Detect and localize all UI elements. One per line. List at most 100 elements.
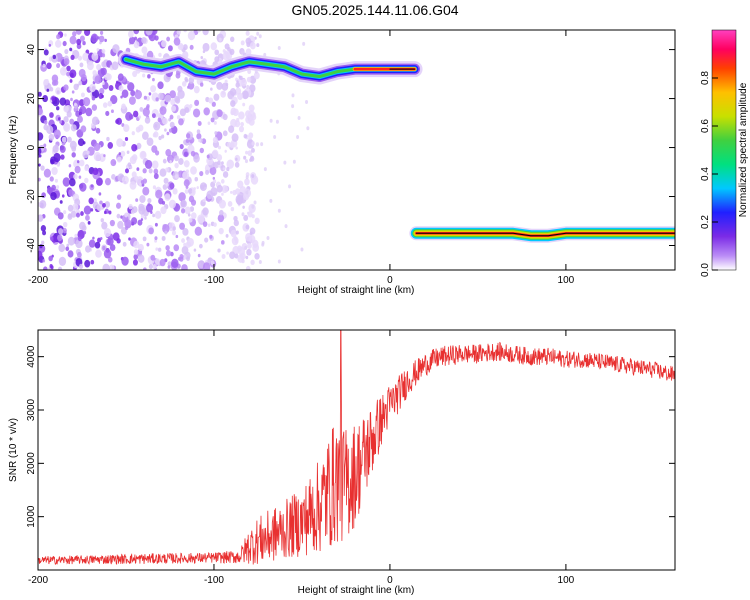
noise-blob <box>137 219 143 226</box>
colorbar-tick-label: 0.8 <box>700 71 711 85</box>
noise-blob <box>121 256 129 266</box>
noise-blob <box>59 97 67 106</box>
noise-blob <box>247 110 256 120</box>
noise-blob <box>152 263 157 270</box>
noise-blob <box>90 33 99 43</box>
noise-blob <box>121 103 126 110</box>
noise-blob <box>131 206 138 214</box>
noise-blob <box>226 159 235 169</box>
noise-blob <box>246 41 251 48</box>
noise-blob <box>240 78 247 87</box>
noise-blob <box>153 173 159 180</box>
noise-blob <box>61 194 65 198</box>
noise-blob <box>247 150 253 157</box>
noise-blob <box>183 160 190 168</box>
noise-blob <box>245 224 250 230</box>
noise-blob <box>133 41 140 49</box>
noise-blob <box>68 189 74 197</box>
noise-blob <box>239 252 246 260</box>
noise-blob <box>227 90 235 100</box>
noise-blob <box>210 42 218 51</box>
noise-blob <box>59 145 66 153</box>
noise-blob <box>199 147 204 154</box>
noise-blob <box>86 61 94 71</box>
noise-blob <box>217 214 225 223</box>
noise-blob <box>69 35 77 45</box>
noise-blob <box>179 222 185 230</box>
noise-blob <box>138 203 145 211</box>
noise-blob <box>50 236 54 241</box>
noise-blob <box>191 189 195 194</box>
noise-blob <box>51 96 56 102</box>
noise-blob <box>153 168 159 175</box>
noise-blob <box>107 100 113 107</box>
noise-blob <box>202 198 206 203</box>
noise-blob <box>186 237 194 247</box>
noise-blob <box>58 117 61 121</box>
noise-blob <box>132 110 139 118</box>
noise-blob <box>79 35 85 42</box>
noise-blob <box>38 202 41 207</box>
noise-blob <box>200 55 204 60</box>
noise-blob <box>66 71 70 77</box>
noise-blob <box>165 245 170 251</box>
noise-blob <box>218 199 226 209</box>
noise-blob <box>273 134 277 139</box>
noise-blob <box>167 261 172 267</box>
noise-blob <box>224 79 228 84</box>
noise-blob <box>99 200 103 205</box>
noise-blob <box>249 227 256 235</box>
noise-blob <box>49 264 53 269</box>
noise-blob <box>200 184 205 190</box>
noise-blob <box>84 165 89 172</box>
noise-blob <box>127 30 134 38</box>
noise-blob <box>48 43 52 47</box>
noise-blob <box>85 107 93 117</box>
noise-blob <box>66 111 72 118</box>
noise-blob <box>216 154 223 162</box>
noise-blob <box>101 221 108 230</box>
noise-blob <box>246 76 252 83</box>
noise-blob <box>57 212 64 220</box>
noise-blob <box>75 110 81 117</box>
noise-blob <box>142 73 146 78</box>
noise-blob <box>173 244 180 252</box>
noise-blob <box>85 245 91 253</box>
noise-blob <box>60 154 65 160</box>
noise-blob <box>251 141 255 146</box>
noise-blob <box>151 160 159 169</box>
noise-blob <box>162 223 170 234</box>
noise-blob <box>154 258 161 265</box>
noise-blob <box>145 30 153 36</box>
noise-blob <box>99 35 105 43</box>
noise-blob <box>107 141 114 149</box>
noise-blob <box>167 265 171 269</box>
noise-blob <box>242 205 245 209</box>
noise-blob <box>187 81 195 90</box>
noise-blob <box>213 120 217 125</box>
noise-blob <box>94 241 101 249</box>
y-tick-label: 2000 <box>26 452 37 475</box>
noise-blob <box>139 195 146 204</box>
noise-blob <box>112 44 120 54</box>
noise-blob <box>103 228 112 237</box>
noise-blob <box>131 217 138 225</box>
noise-blob <box>59 119 63 124</box>
noise-blob <box>111 173 116 180</box>
noise-blob <box>133 253 139 260</box>
noise-blob <box>224 149 227 153</box>
noise-blob <box>224 50 228 55</box>
noise-blob <box>112 232 120 241</box>
noise-blob <box>117 220 124 229</box>
x-tick-label: 100 <box>558 575 575 586</box>
noise-blob <box>188 188 193 194</box>
noise-blob <box>221 253 226 259</box>
noise-blob <box>52 145 59 153</box>
noise-blob <box>101 61 107 68</box>
noise-blob <box>154 236 158 241</box>
noise-blob <box>182 171 190 180</box>
noise-blob <box>275 119 279 124</box>
noise-blob <box>69 118 75 125</box>
noise-blob <box>99 87 105 95</box>
